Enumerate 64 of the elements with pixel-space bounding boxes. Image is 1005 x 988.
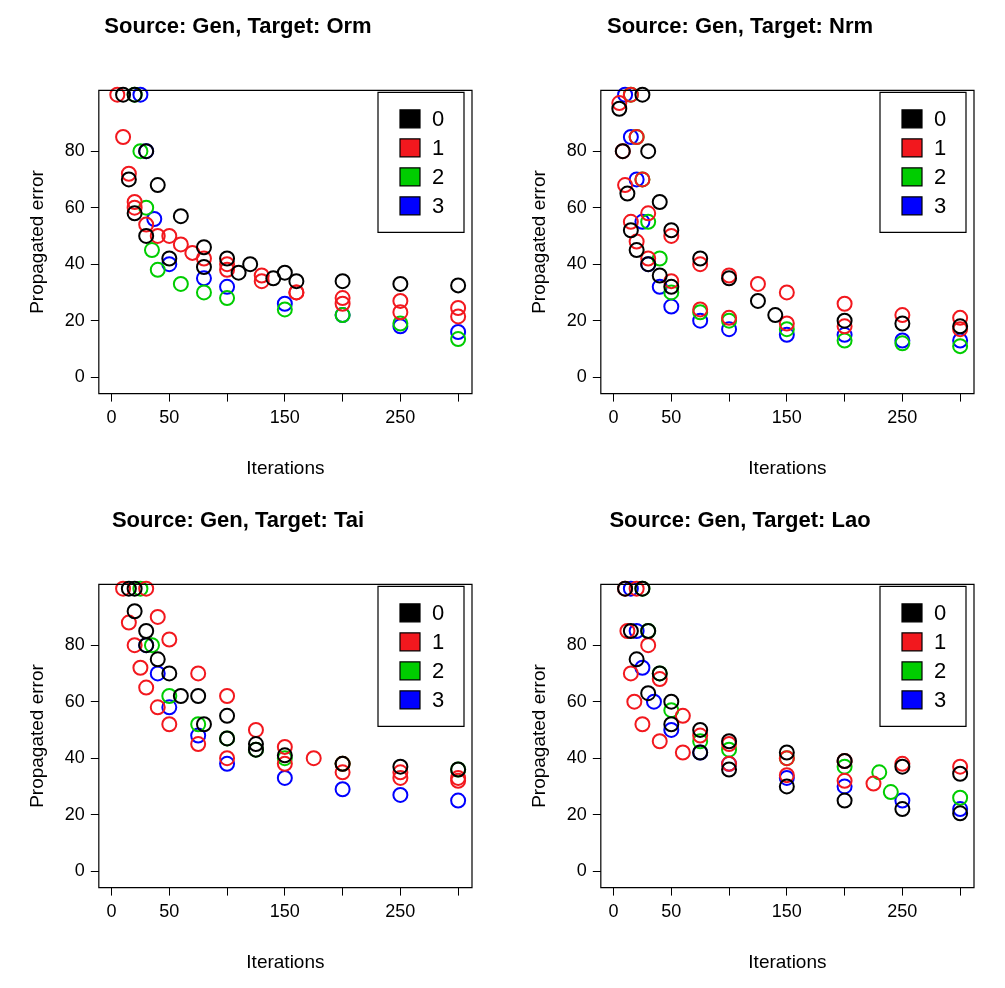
y-tick-label: 0 bbox=[74, 860, 85, 881]
y-tick-label: 20 bbox=[64, 803, 85, 824]
x-tick-label: 50 bbox=[661, 901, 682, 922]
legend-label: 3 bbox=[432, 686, 445, 712]
y-tick-label: 60 bbox=[566, 690, 587, 711]
legend-label: 0 bbox=[432, 105, 445, 131]
legend-label: 2 bbox=[432, 163, 445, 189]
chart-title: Source: Gen, Target: Nrm bbox=[606, 13, 874, 39]
x-tick-label: 150 bbox=[269, 407, 300, 428]
y-axis-title: Propagated error bbox=[527, 663, 549, 808]
x-tick-label: 0 bbox=[106, 407, 117, 428]
y-axis-title: Propagated error bbox=[527, 169, 549, 314]
y-tick-label: 20 bbox=[64, 309, 85, 330]
legend-label: 0 bbox=[934, 599, 947, 625]
y-tick-label: 20 bbox=[566, 803, 587, 824]
legend-label: 3 bbox=[432, 192, 445, 218]
legend-label: 1 bbox=[934, 134, 947, 160]
x-tick-label: 250 bbox=[887, 407, 918, 428]
x-tick-label: 0 bbox=[106, 901, 117, 922]
y-tick-label: 60 bbox=[566, 196, 587, 217]
legend-label: 2 bbox=[934, 163, 947, 189]
x-tick-label: 0 bbox=[608, 407, 619, 428]
y-tick-label: 80 bbox=[64, 140, 85, 161]
x-axis-title: Iterations bbox=[748, 950, 827, 972]
y-tick-label: 80 bbox=[566, 634, 587, 655]
x-axis-title: Iterations bbox=[748, 456, 827, 478]
x-tick-label: 250 bbox=[887, 901, 918, 922]
x-tick-label: 150 bbox=[771, 901, 802, 922]
y-axis-title: Propagated error bbox=[25, 663, 47, 808]
y-tick-label: 60 bbox=[64, 690, 85, 711]
y-tick-label: 0 bbox=[576, 366, 587, 387]
x-axis-title: Iterations bbox=[246, 456, 325, 478]
x-axis-title: Iterations bbox=[246, 950, 325, 972]
x-tick-label: 250 bbox=[385, 901, 416, 922]
legend-label: 2 bbox=[934, 657, 947, 683]
legend-label: 3 bbox=[934, 686, 947, 712]
x-tick-label: 250 bbox=[385, 407, 416, 428]
y-tick-label: 40 bbox=[566, 747, 587, 768]
y-tick-label: 20 bbox=[566, 309, 587, 330]
x-tick-label: 50 bbox=[159, 901, 180, 922]
x-tick-label: 150 bbox=[269, 901, 300, 922]
legend-label: 1 bbox=[934, 628, 947, 654]
x-tick-label: 150 bbox=[771, 407, 802, 428]
y-tick-label: 40 bbox=[566, 253, 587, 274]
x-tick-label: 50 bbox=[661, 407, 682, 428]
legend-label: 0 bbox=[432, 599, 445, 625]
chart-title: Source: Gen, Target: Orm bbox=[104, 13, 372, 39]
chart-title: Source: Gen, Target: Tai bbox=[111, 507, 365, 533]
y-axis-title: Propagated error bbox=[25, 169, 47, 314]
legend-label: 3 bbox=[934, 192, 947, 218]
y-tick-label: 60 bbox=[64, 196, 85, 217]
chart-title: Source: Gen, Target: Lao bbox=[609, 507, 871, 533]
y-tick-label: 80 bbox=[64, 634, 85, 655]
y-tick-label: 80 bbox=[566, 140, 587, 161]
y-tick-label: 40 bbox=[64, 747, 85, 768]
legend-label: 2 bbox=[432, 657, 445, 683]
y-tick-label: 0 bbox=[74, 366, 85, 387]
x-tick-label: 50 bbox=[159, 407, 180, 428]
x-tick-label: 0 bbox=[608, 901, 619, 922]
legend-label: 1 bbox=[432, 134, 445, 160]
legend-label: 1 bbox=[432, 628, 445, 654]
y-tick-label: 40 bbox=[64, 253, 85, 274]
y-tick-label: 0 bbox=[576, 860, 587, 881]
legend-label: 0 bbox=[934, 105, 947, 131]
